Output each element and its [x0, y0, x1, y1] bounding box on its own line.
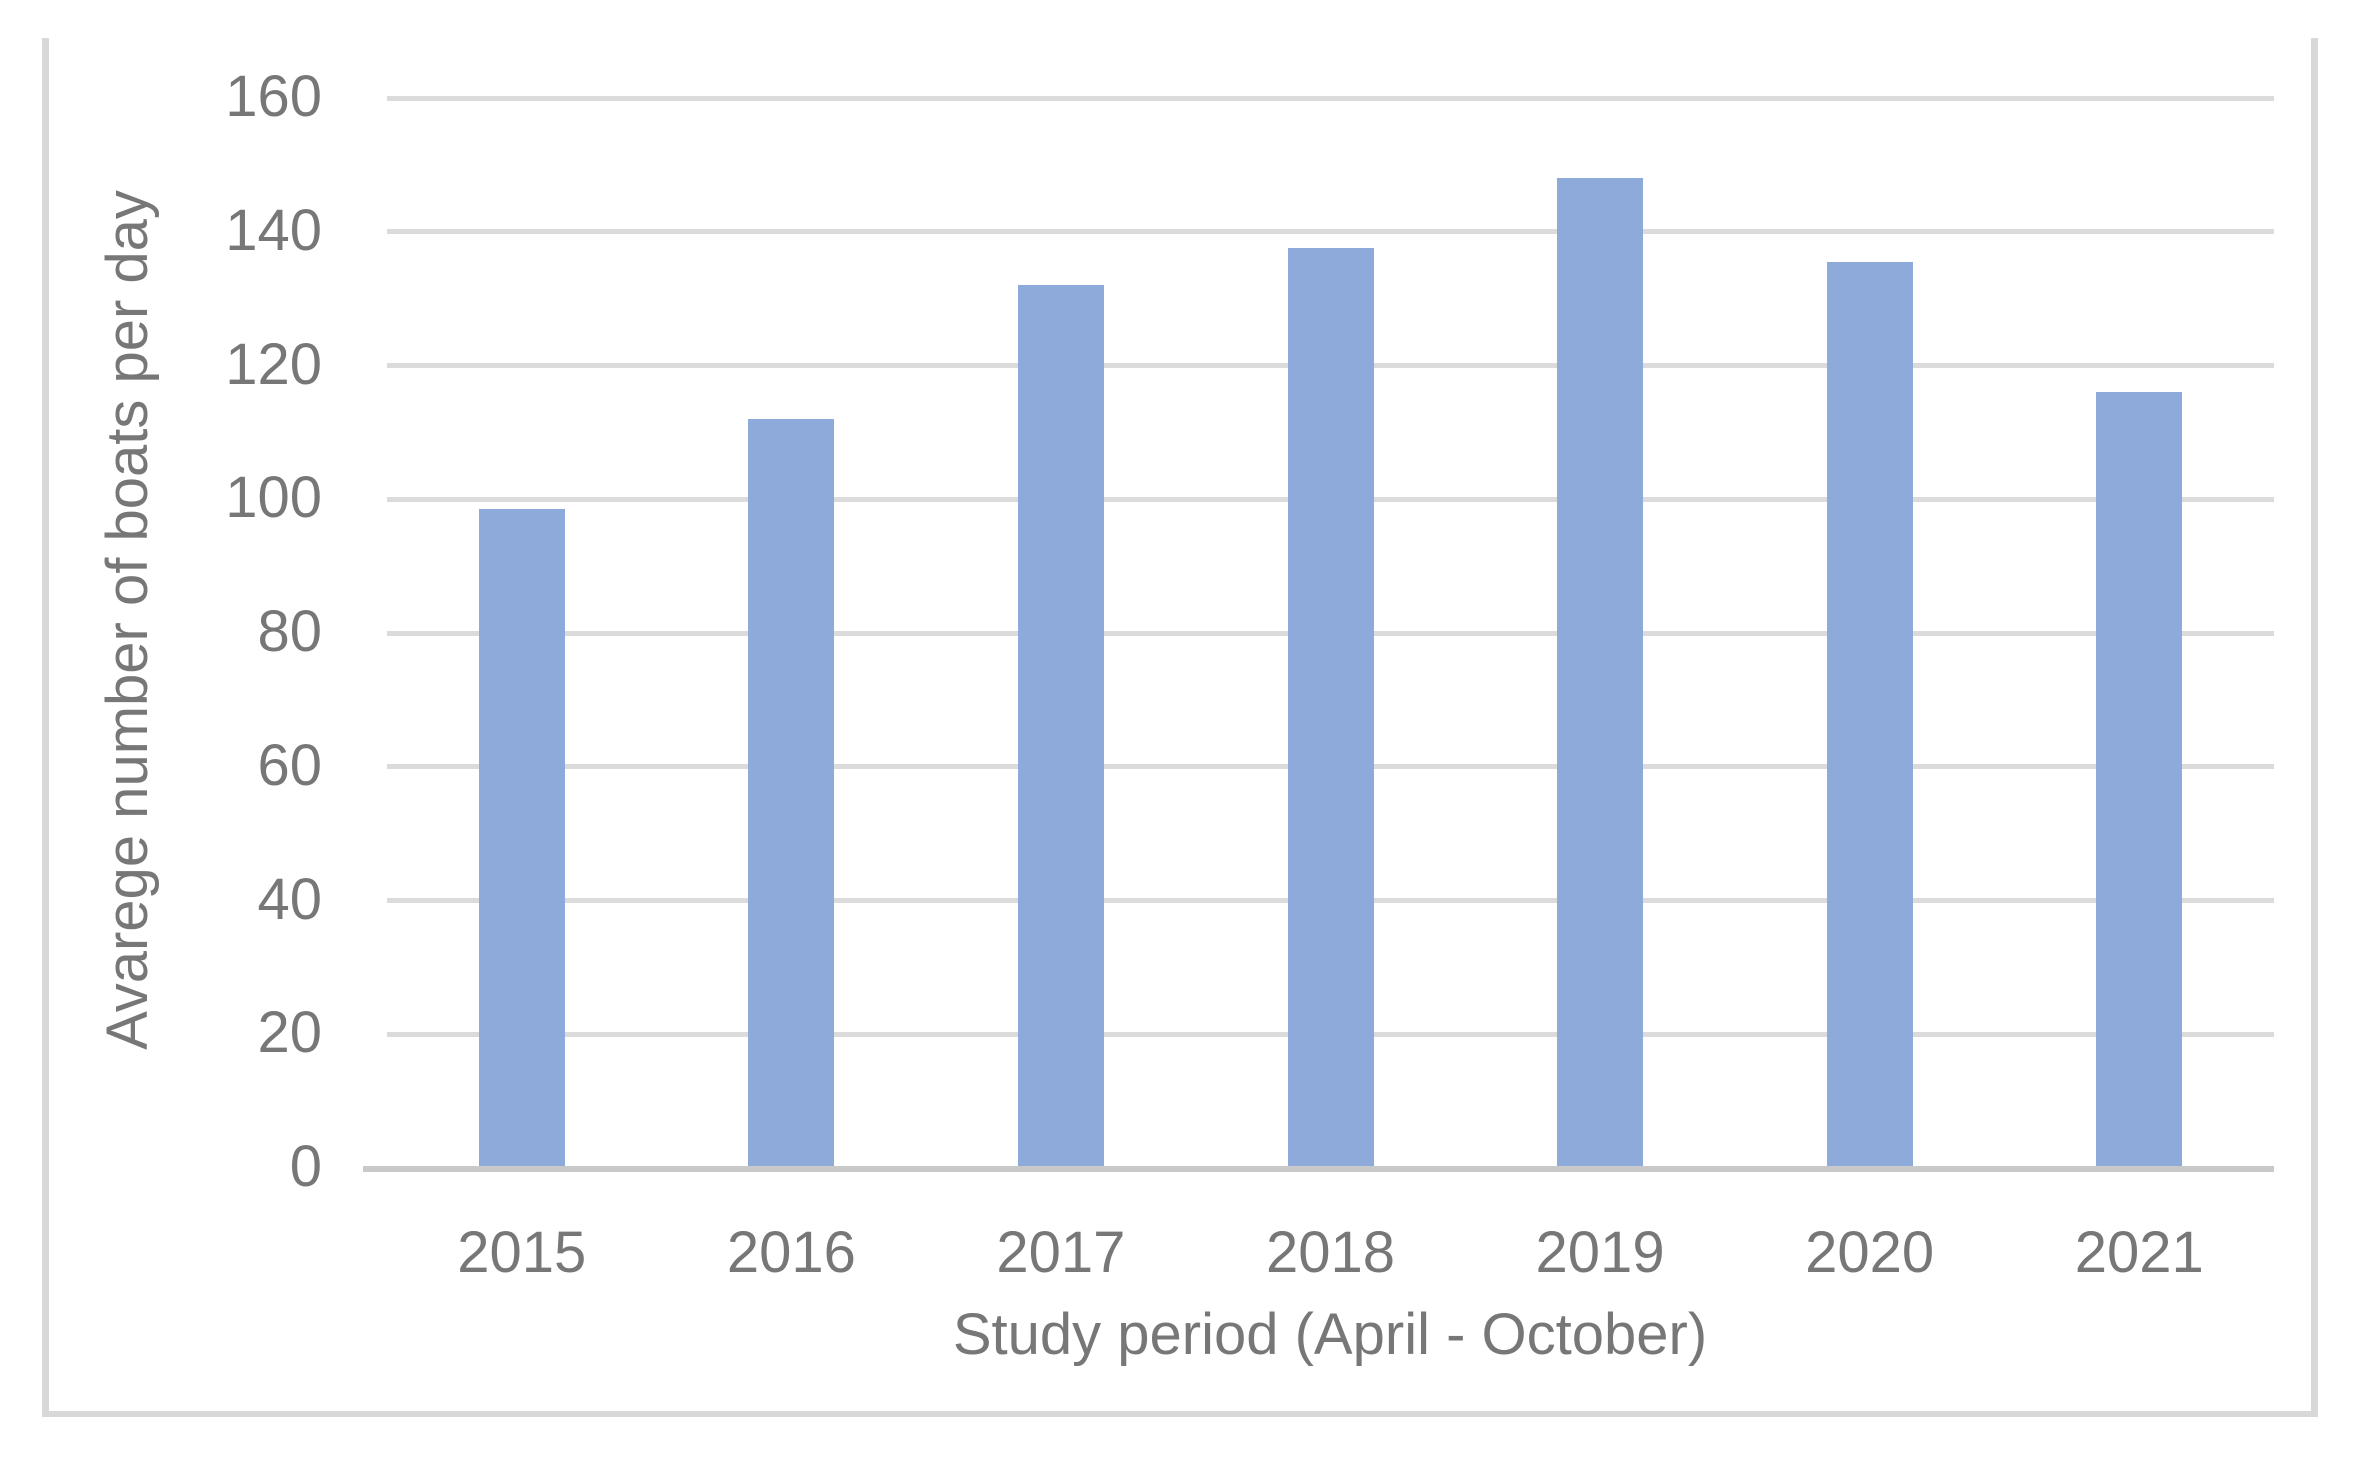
bar-2017 — [1017, 285, 1104, 1168]
y-tick-label-140: 140 — [225, 197, 322, 263]
figure-border-left — [42, 38, 49, 1417]
x-tick-label-2017: 2017 — [996, 1220, 1126, 1285]
y-tick-label-100: 100 — [225, 465, 322, 531]
x-tick-label-2019: 2019 — [1535, 1220, 1665, 1285]
figure-border-bottom — [42, 1411, 2318, 1417]
bar-2020 — [1826, 261, 1913, 1168]
y-axis-title: Avarege number of boats per day — [95, 190, 160, 1050]
x-tick-label-2015: 2015 — [457, 1220, 587, 1285]
x-tick-label-2021: 2021 — [2074, 1220, 2204, 1285]
bar-2021 — [2096, 392, 2183, 1168]
gridline-160 — [387, 95, 2274, 101]
y-tick-label-20: 20 — [257, 1000, 322, 1066]
x-tick-label-2016: 2016 — [726, 1220, 856, 1285]
bar-2016 — [748, 419, 835, 1168]
gridline-140 — [387, 229, 2274, 235]
x-tick-label-2020: 2020 — [1805, 1220, 1935, 1285]
figure-border-right — [2311, 38, 2318, 1417]
y-tick-label-0: 0 — [289, 1133, 322, 1199]
x-tick-label-2018: 2018 — [1265, 1220, 1396, 1285]
x-axis-title: Study period (April - October) — [952, 1302, 1708, 1367]
bar-2015 — [478, 509, 565, 1168]
bar-2019 — [1557, 178, 1644, 1168]
y-tick-label-60: 60 — [257, 732, 322, 798]
y-tick-label-40: 40 — [257, 866, 322, 932]
x-axis-line — [363, 1166, 2274, 1172]
y-tick-label-160: 160 — [225, 63, 322, 129]
y-tick-label-120: 120 — [225, 331, 322, 397]
y-tick-label-80: 80 — [257, 598, 322, 664]
bar-2018 — [1287, 248, 1374, 1168]
